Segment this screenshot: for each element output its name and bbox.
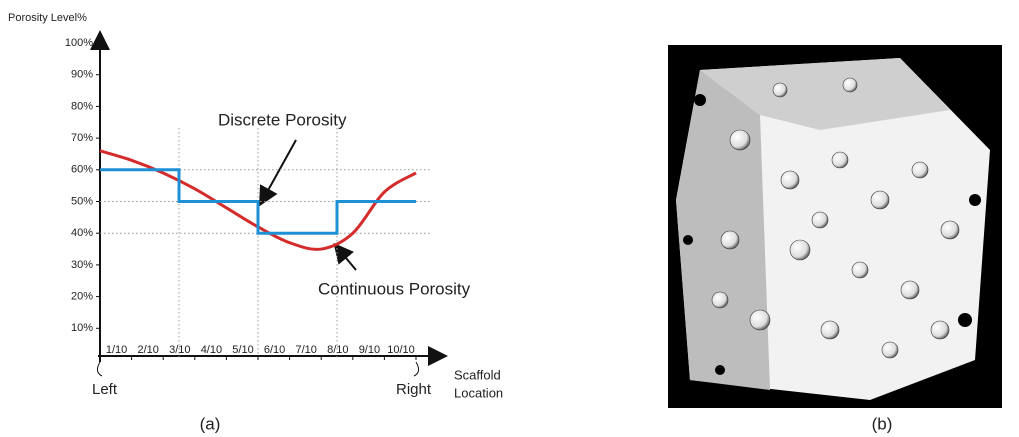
y-tick-label: 50%	[71, 195, 93, 207]
annotation: Continuous Porosity	[318, 279, 471, 298]
right-label: Right	[396, 381, 432, 398]
x-axis-label: Location	[454, 385, 503, 400]
annotation: Discrete Porosity	[218, 110, 347, 129]
x-tick-label: 3/10	[169, 344, 190, 356]
x-tick-label: 10/10	[387, 344, 415, 356]
x-tick-label: 7/10	[295, 344, 316, 356]
right-hook	[414, 362, 419, 376]
series-line	[100, 170, 416, 233]
left-hook	[97, 362, 102, 376]
y-tick-label: 30%	[71, 259, 93, 271]
x-tick-label: 2/10	[137, 344, 158, 356]
x-tick-label: 5/10	[232, 344, 253, 356]
y-tick-label: 40%	[71, 227, 93, 239]
y-tick-label: 100%	[65, 37, 93, 49]
y-tick-label: 90%	[71, 69, 93, 81]
x-tick-label: 9/10	[359, 344, 380, 356]
x-tick-label: 1/10	[106, 344, 127, 356]
figure: Porosity Level% Left Right Scaffold Loca…	[0, 0, 1019, 437]
caption: (a)	[200, 414, 221, 433]
y-tick-label: 20%	[71, 291, 93, 303]
scaffold-image	[668, 45, 1002, 408]
y-tick-label: 70%	[71, 132, 93, 144]
y-tick-label: 80%	[71, 100, 93, 112]
caption: (b)	[872, 414, 893, 433]
x-axis-label: Scaffold	[454, 367, 501, 382]
y-tick-label: 60%	[71, 164, 93, 176]
y-tick-label: 10%	[71, 322, 93, 334]
x-tick-label: 4/10	[201, 344, 222, 356]
x-tick-label: 8/10	[327, 344, 348, 356]
y-axis-label: Porosity Level%	[8, 12, 87, 24]
annotation-arrow	[261, 140, 296, 203]
grid	[100, 128, 432, 360]
left-label: Left	[92, 381, 118, 398]
x-tick-label: 6/10	[264, 344, 285, 356]
page: {"chart_data": {"type": "line", "y_label…	[0, 0, 1019, 437]
annotation-arrow	[336, 246, 356, 270]
